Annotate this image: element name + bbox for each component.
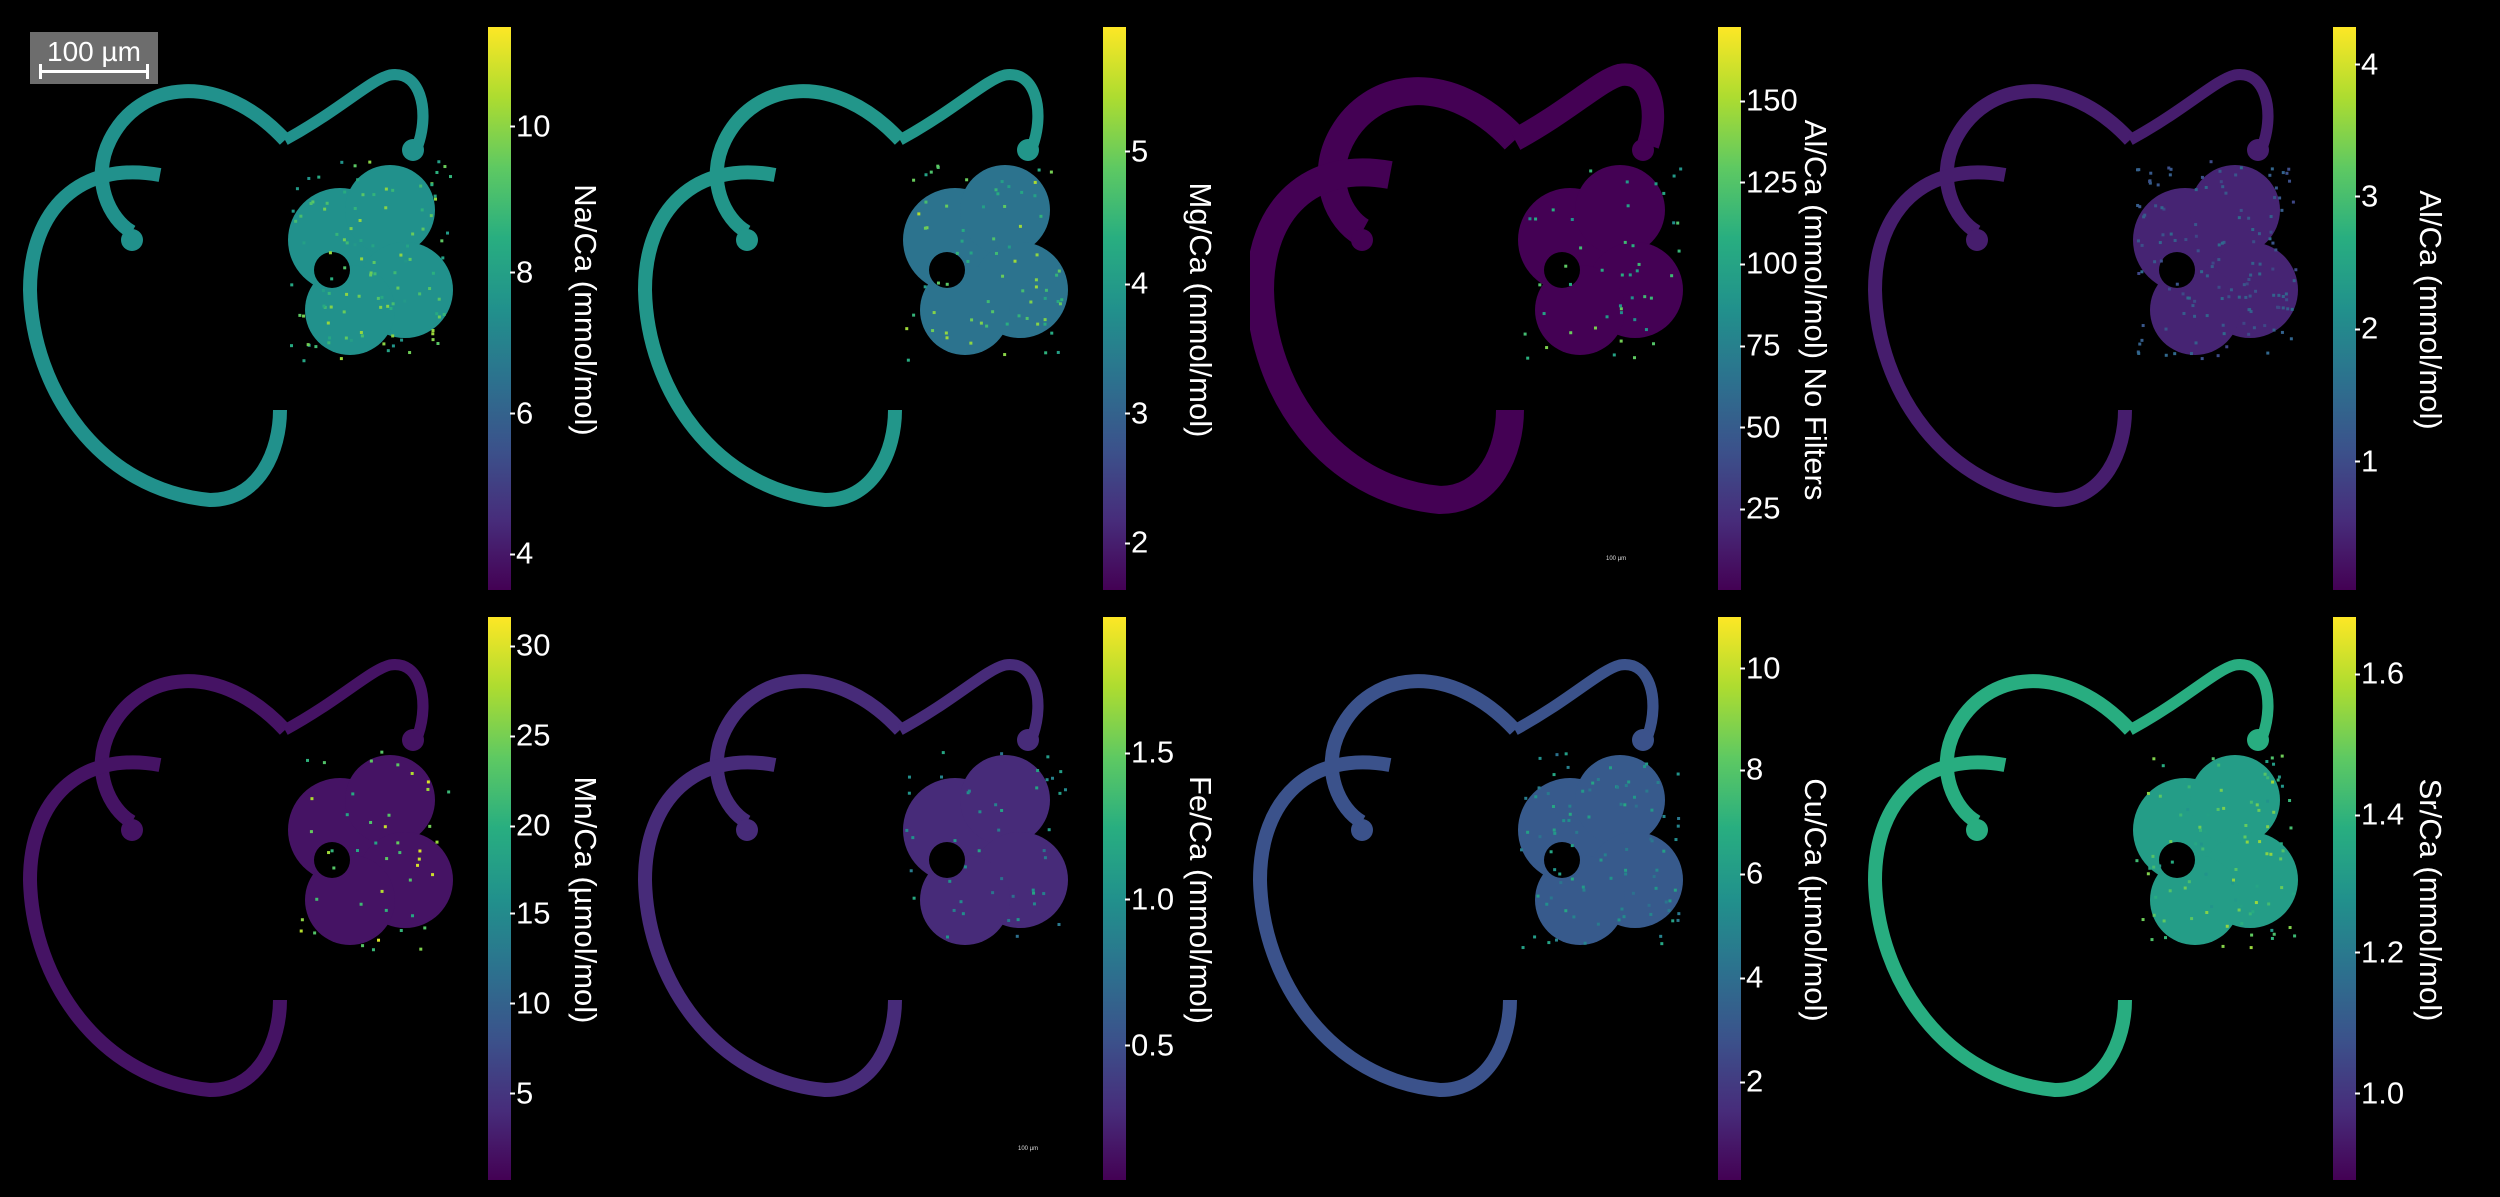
colorbar-label: Mn/Ca (µmol/mol) [568,776,603,1024]
element-distribution-map [22,69,453,508]
element-distribution-map [637,659,1068,1098]
colorbar [1718,27,1741,590]
element-map-panel: 0.5 1.0 1.5 Fe/Ca (mmol/mol) [615,590,1240,1188]
element-map-panel: 1 2 3 4 Al/Ca (mmol/mol) [1845,0,2470,598]
colorbar-gradient [1103,617,1126,1180]
colorbar-ticks: 1.0 1.2 1.4 1.6 [2354,617,2411,1180]
colorbar-tick-label: 2 [1124,524,1149,560]
colorbar-tick-label: 25 [509,717,551,753]
colorbar-tick-label: 25 [1739,490,1781,526]
colorbar-tick-label: 8 [1739,751,1764,787]
colorbar-tick-label: 1.5 [1124,734,1175,770]
colorbar [488,27,511,590]
colorbar-label: Fe/Ca (mmol/mol) [1183,775,1218,1025]
colorbar-label: Mg/Ca (mmol/mol) [1183,182,1218,438]
colorbar-label: Na/Ca (mmol/mol) [568,184,603,436]
colorbar-gradient [2333,27,2356,590]
colorbar-label: Al/Ca (mmol/mol) No Filters [1798,119,1833,501]
mini-scale-label: 100 µm [1606,556,1627,562]
colorbar-ticks: 25 50 75 100 125 150 [1739,27,1798,590]
colorbar-tick-label: 1.2 [2354,934,2405,970]
mini-scale-label-2: 100 µm [1018,1146,1039,1152]
colorbar-tick-label: 6 [1739,855,1764,891]
colorbar-gradient [2333,617,2356,1180]
colorbar-label: Al/Ca (mmol/mol) [2413,190,2448,430]
colorbar-tick-label: 10 [1739,650,1781,686]
colorbar [1103,617,1126,1180]
colorbar-tick-label: 1.4 [2354,796,2405,832]
colorbar-tick-label: 2 [1739,1063,1764,1099]
colorbar-tick-label: 30 [509,627,551,663]
colorbar-tick-label: 8 [509,254,534,290]
element-map-panel: 5 10 15 20 25 30 Mn/Ca (µmol/mol) [0,590,625,1188]
colorbar-tick-label: 10 [509,108,551,144]
colorbar-tick-label: 20 [509,807,551,843]
scale-bar-line [39,64,149,79]
colorbar-tick-label: 10 [509,985,551,1021]
colorbar-tick-label: 50 [1739,409,1781,445]
colorbar-tick-label: 1.0 [2354,1075,2405,1111]
element-distribution-map [22,659,453,1098]
element-map-panel: 1.0 1.2 1.4 1.6 Sr/Ca (mmol/mol) [1845,590,2470,1188]
element-map-panel: 4 6 8 10 Na/Ca (mmol/mol) [0,0,625,598]
colorbar-tick-label: 5 [1124,133,1149,169]
colorbar-tick-label: 125 [1740,164,1798,200]
colorbar-tick-label: 6 [509,395,534,431]
colorbar-gradient [1103,27,1126,590]
colorbar-gradient [488,617,511,1180]
element-map-panel: 2 3 4 5 Mg/Ca (mmol/mol) [615,0,1240,598]
colorbar-ticks: 4 6 8 10 [509,27,566,590]
colorbar-ticks: 2 3 4 5 [1124,27,1181,590]
colorbar-tick-label: 2 [2354,310,2379,346]
colorbar [1718,617,1741,1180]
colorbar-tick-label: 3 [2354,178,2379,214]
colorbar [1103,27,1126,590]
colorbar [2333,617,2356,1180]
colorbar-tick-label: 100 [1740,245,1798,281]
colorbar-tick-label: 150 [1740,82,1798,118]
element-map-panel: 25 50 75 100 125 150 Al/Ca (mmol/mol) No Filte… [1230,0,1855,598]
colorbar-tick-label: 1 [2354,443,2379,478]
colorbar-tick-label: 5 [509,1075,534,1111]
element-distribution-map [1867,69,2298,508]
colorbar-tick-label: 1.0 [1124,881,1175,916]
element-map-panel: 2 4 6 8 10 Cu/Ca (µmol/mol) [1230,590,1855,1188]
colorbar-label: Cu/Ca (µmol/mol) [1798,778,1833,1022]
element-distribution-map [1252,659,1683,1098]
colorbar-tick-label: 1.6 [2354,655,2405,691]
scale-bar-label: 100 µm [47,36,141,67]
colorbar-ticks: 5 10 15 20 25 30 [509,617,566,1180]
element-distribution-map [637,69,1068,508]
colorbar-tick-label: 4 [1739,959,1764,995]
colorbar-tick-label: 75 [1739,327,1781,363]
colorbar-tick-label: 4 [509,535,534,571]
colorbar-label: Sr/Ca (mmol/mol) [2413,778,2448,1022]
colorbar [2333,27,2356,590]
colorbar-ticks: 1 2 3 4 [2354,27,2411,590]
scale-bar: 100 µm [30,32,158,84]
colorbar-tick-label: 0.5 [1124,1027,1175,1063]
colorbar-tick-label: 15 [509,895,551,931]
colorbar-gradient [488,27,511,590]
colorbar-tick-label: 4 [2354,46,2379,82]
colorbar-gradient [1718,617,1741,1180]
colorbar-ticks: 0.5 1.0 1.5 [1124,617,1181,1180]
colorbar [488,617,511,1180]
element-distribution-map [1867,659,2298,1098]
colorbar-ticks: 2 4 6 8 10 [1739,617,1796,1180]
element-distribution-map [1250,63,1683,515]
colorbar-tick-label: 3 [1124,395,1149,431]
colorbar-tick-label: 4 [1124,265,1149,301]
colorbar-gradient [1718,27,1741,590]
